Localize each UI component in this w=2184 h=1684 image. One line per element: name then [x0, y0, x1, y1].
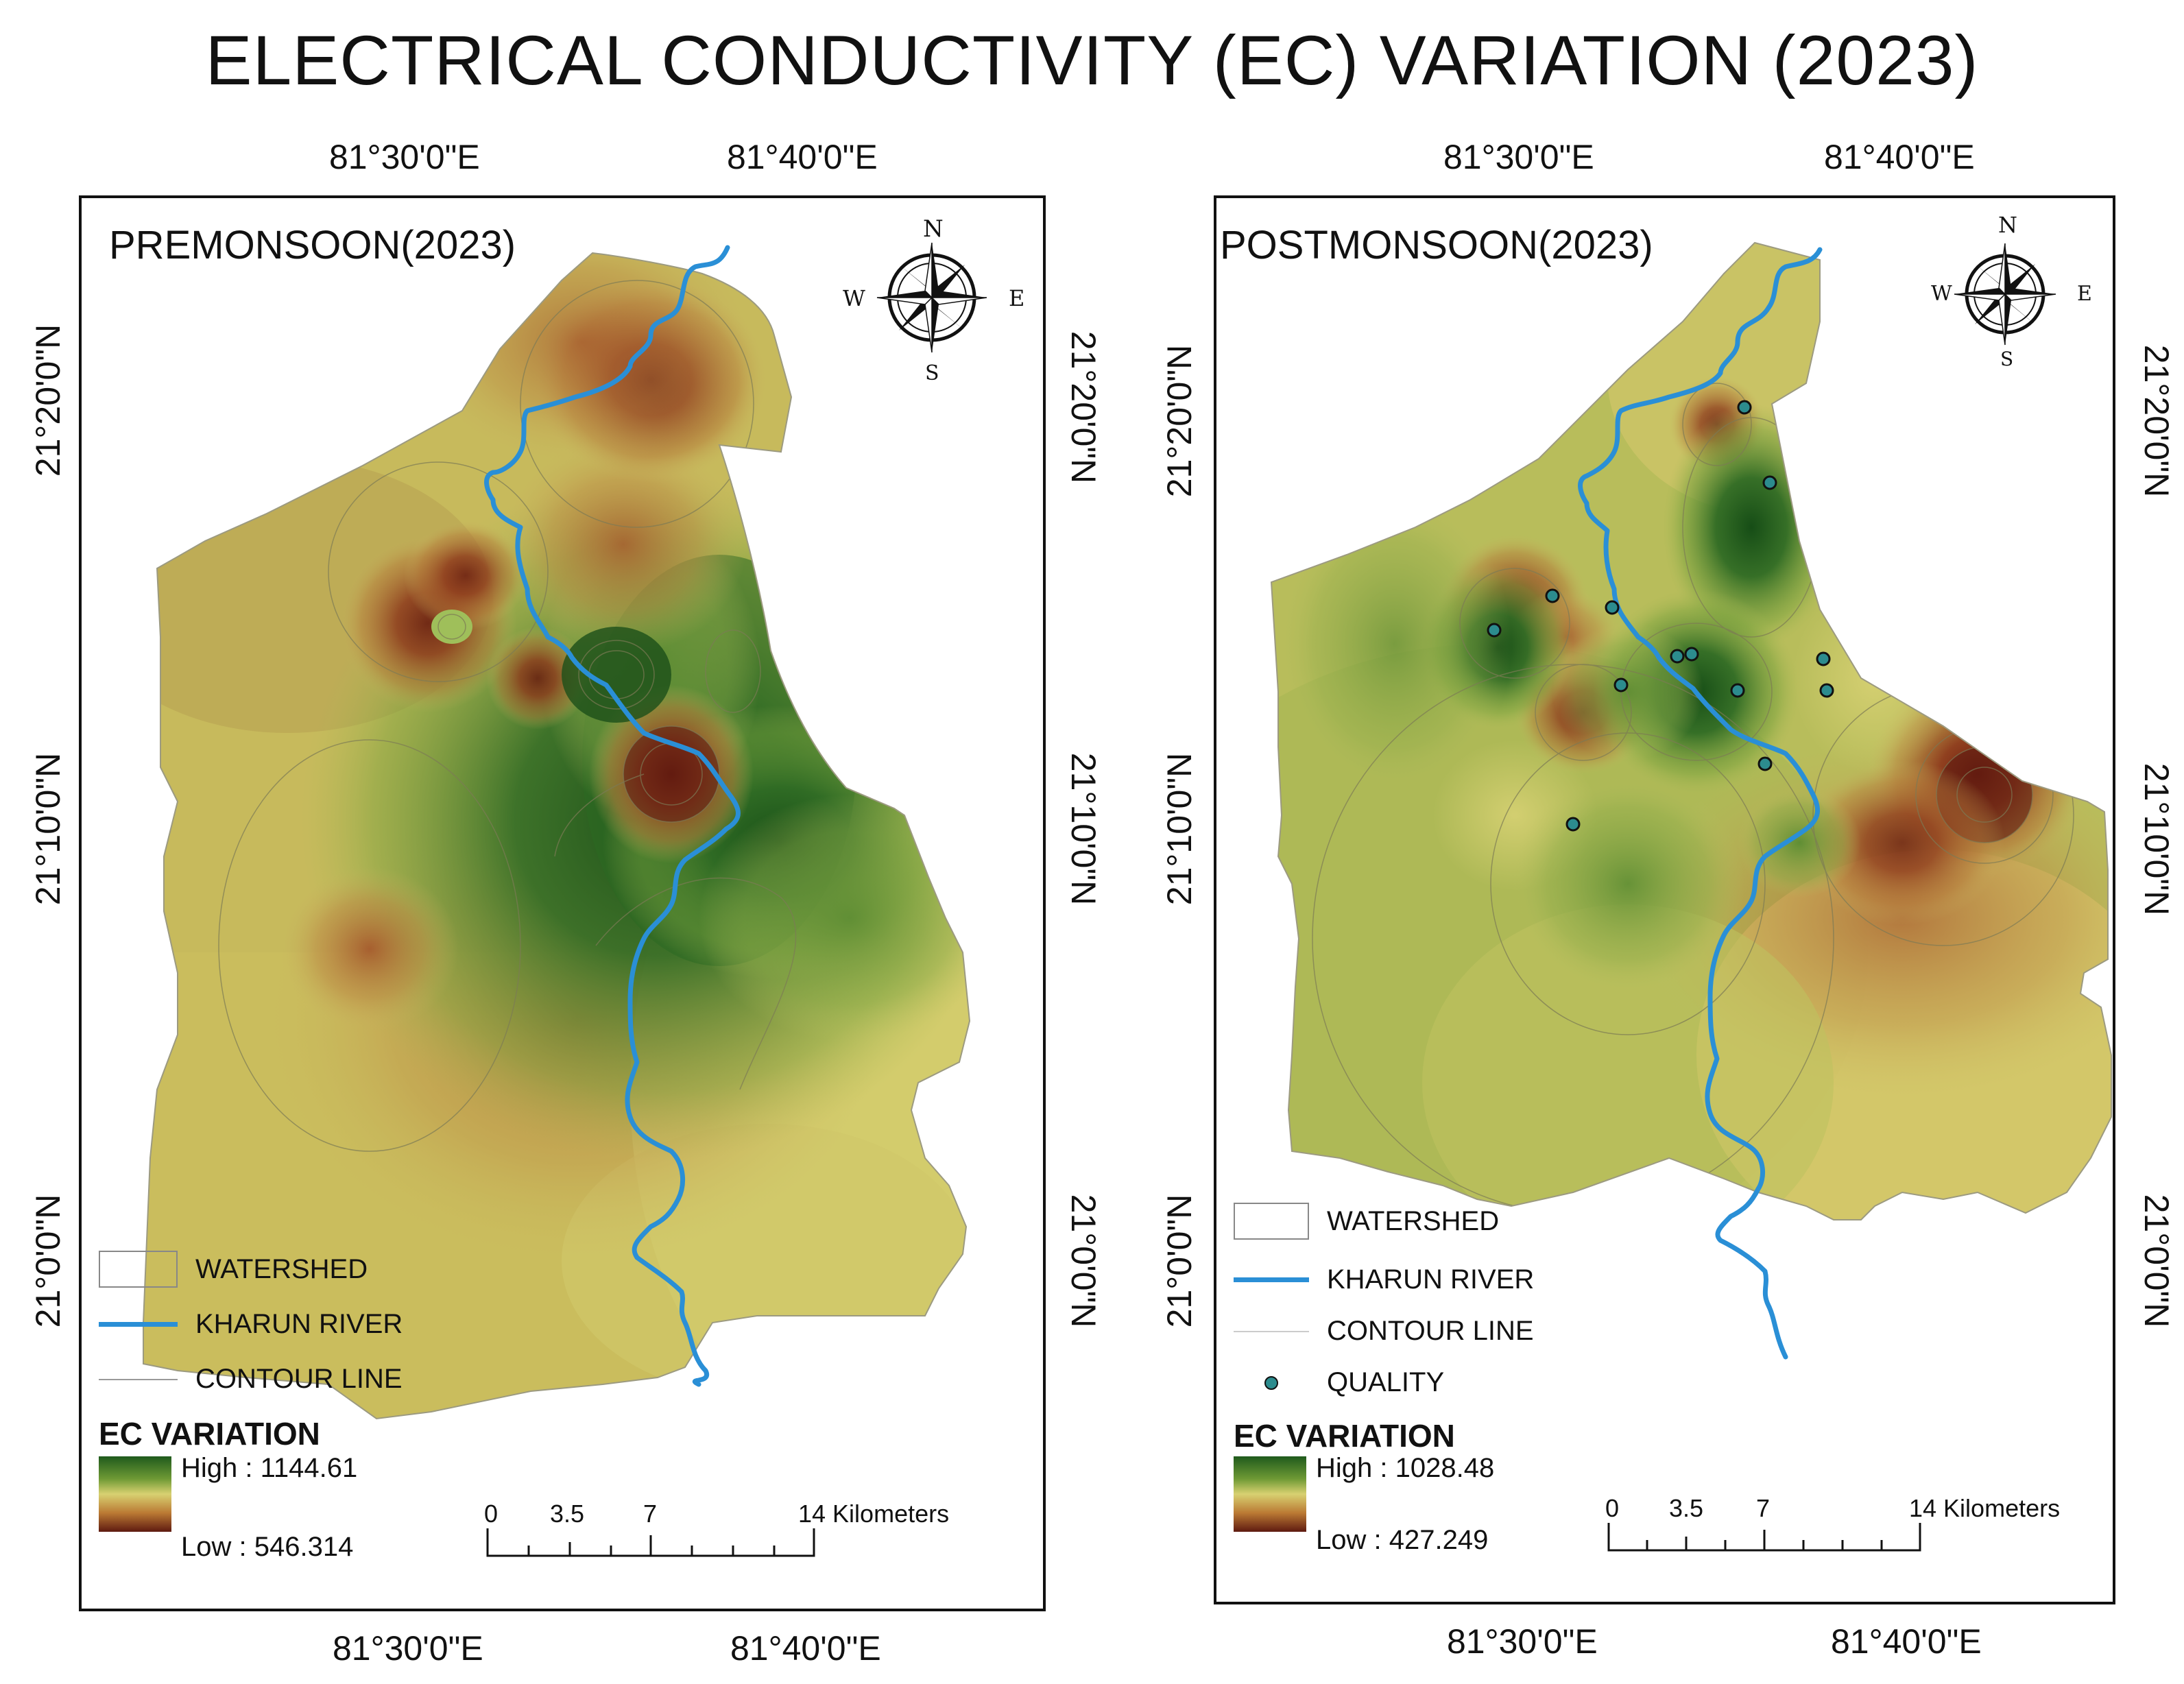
north-arrow-compass [1954, 243, 2056, 346]
legend-contour: CONTOUR LINE [99, 1364, 403, 1395]
scale-tick-3-5: 3.5 [550, 1500, 585, 1528]
panel-title-premonsoon: PREMONSOON(2023) [109, 223, 516, 267]
ec-low-label: Low : 427.249 [1316, 1525, 1489, 1555]
legend-watershed-label: WATERSHED [1327, 1205, 1500, 1236]
postmonsoon-map-panel: POSTMONSOON(2023) N S W E WATERSHED KHAR… [1214, 195, 2115, 1604]
lat-right-6: 21°0'0"N [2137, 1194, 2176, 1328]
panel-title-postmonsoon: POSTMONSOON(2023) [1220, 223, 1653, 267]
legend-quality: QUALITY [1234, 1367, 1444, 1398]
legend-watershed: WATERSHED [1234, 1203, 1499, 1240]
kharun-river-line [484, 245, 741, 1387]
compass-e: E [1009, 285, 1025, 311]
ec-color-ramp [99, 1456, 171, 1532]
scale-bar [1607, 1523, 1921, 1552]
lon-bottom-2: 81°40'0"E [730, 1629, 881, 1668]
scale-tick-7: 7 [1756, 1494, 1771, 1522]
compass-s: S [2000, 348, 2014, 370]
compass-w: W [843, 285, 865, 311]
lon-top-1: 81°30'0"E [329, 138, 480, 176]
scale-tick-0: 0 [484, 1500, 499, 1528]
lat-left-4: 21°20'0"N [1160, 344, 1199, 498]
compass-n: N [923, 215, 944, 243]
river-swatch [99, 1322, 178, 1327]
legend-watershed-label: WATERSHED [195, 1253, 368, 1284]
lat-right-3: 21°0'0"N [1064, 1194, 1103, 1328]
compass-w: W [1931, 282, 1952, 306]
legend-river-label: KHARUN RIVER [1327, 1264, 1535, 1295]
compass-n: N [1998, 212, 2017, 238]
lat-left-1: 21°20'0"N [29, 324, 67, 477]
lat-left-6: 21°0'0"N [1160, 1194, 1199, 1328]
lat-right-2: 21°10'0"N [1064, 752, 1103, 906]
legend-watershed: WATERSHED [99, 1251, 368, 1288]
watershed-swatch [1234, 1203, 1309, 1240]
lon-top-2: 81°40'0"E [727, 138, 878, 176]
north-arrow-compass [876, 242, 987, 353]
lon-bottom-1: 81°30'0"E [333, 1629, 483, 1668]
contour-swatch [1234, 1330, 1309, 1332]
legend-contour-label: CONTOUR LINE [1327, 1316, 1534, 1346]
lat-left-5: 21°10'0"N [1160, 752, 1199, 906]
quality-swatch [1234, 1375, 1309, 1390]
ec-low-label: Low : 546.314 [181, 1532, 354, 1562]
scale-tick-14: 14 Kilometers [798, 1500, 950, 1528]
map-title: ELECTRICAL CONDUCTIVITY (EC) VARIATION (… [205, 21, 1979, 99]
scale-bar [486, 1528, 815, 1557]
legend-contour-label: CONTOUR LINE [195, 1364, 403, 1394]
lon-bottom-4: 81°40'0"E [1831, 1622, 1982, 1661]
ec-high-label: High : 1144.61 [181, 1453, 358, 1483]
legend-quality-label: QUALITY [1327, 1367, 1445, 1397]
ec-variation-heading: EC VARIATION [1234, 1418, 1455, 1454]
lon-top-3: 81°30'0"E [1443, 138, 1594, 176]
compass-s: S [925, 361, 939, 385]
quality-sample-points [1487, 400, 1834, 832]
river-swatch [1234, 1277, 1309, 1282]
legend-river: KHARUN RIVER [1234, 1264, 1534, 1295]
lon-bottom-3: 81°30'0"E [1447, 1622, 1598, 1661]
scale-tick-0: 0 [1605, 1494, 1620, 1522]
ec-color-ramp [1234, 1456, 1306, 1532]
scale-tick-3-5: 3.5 [1669, 1494, 1704, 1522]
lon-top-4: 81°40'0"E [1824, 138, 1975, 176]
kharun-river-line [1578, 247, 1823, 1360]
lat-left-2: 21°10'0"N [29, 752, 67, 906]
compass-e: E [2077, 282, 2092, 306]
scale-tick-7: 7 [643, 1500, 658, 1528]
premonsoon-map-panel: PREMONSOON(2023) N S W E WATERSHED KHARU… [79, 195, 1046, 1611]
lat-right-4: 21°20'0"N [2137, 344, 2176, 498]
legend-contour: CONTOUR LINE [1234, 1316, 1534, 1347]
scale-tick-14: 14 Kilometers [1909, 1494, 2061, 1522]
legend-river-label: KHARUN RIVER [195, 1309, 403, 1339]
contour-swatch [99, 1378, 178, 1380]
postmonsoon-map [1270, 241, 2112, 1360]
lat-right-1: 21°20'0"N [1064, 330, 1103, 484]
watershed-swatch [99, 1251, 178, 1288]
ec-high-label: High : 1028.48 [1316, 1453, 1495, 1483]
ec-variation-heading: EC VARIATION [99, 1416, 320, 1452]
lat-left-3: 21°0'0"N [29, 1194, 67, 1328]
lat-right-5: 21°10'0"N [2137, 762, 2176, 916]
legend-river: KHARUN RIVER [99, 1309, 403, 1340]
premonsoon-map [143, 245, 971, 1420]
